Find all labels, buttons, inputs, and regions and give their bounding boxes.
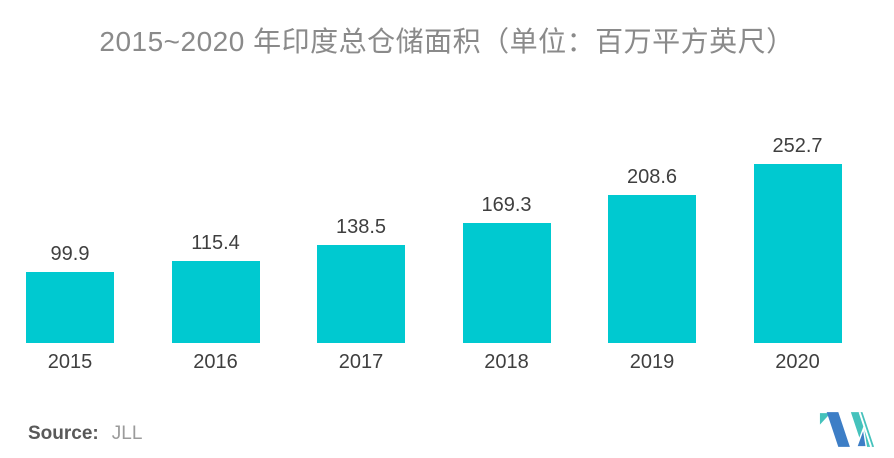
logo-white-slash [858, 411, 873, 448]
logo-teal-wedge [819, 413, 831, 425]
x-axis-label-2015: 2015 [47, 351, 93, 373]
bar-value-label-2016: 115.4 [191, 232, 240, 254]
chart-title: 2015~2020 年印度总仓储面积（单位：百万平方英尺） [99, 26, 795, 57]
bar-value-label-2019: 208.6 [626, 166, 678, 188]
x-axis-label-2016: 2016 [193, 351, 238, 373]
source-line: Source: JLL [28, 423, 142, 445]
bar-2016 [171, 261, 260, 343]
bar-2020 [753, 164, 842, 343]
bar-value-label-2018: 169.3 [481, 194, 532, 216]
bar-value-label-2020: 252.7 [772, 135, 823, 157]
bar-2017 [317, 245, 405, 343]
mordor-intelligence-logo [819, 411, 875, 448]
logo-blue-band [826, 412, 850, 447]
x-axis-label-2019: 2019 [629, 351, 675, 373]
x-axis-label-2017: 2017 [338, 351, 384, 373]
bar-2018 [462, 223, 551, 343]
source-value: JLL [111, 423, 143, 444]
bar-value-label-2017: 138.5 [335, 216, 387, 238]
bar-2019 [608, 195, 696, 343]
bar-2015 [26, 272, 114, 343]
x-axis-label-2018: 2018 [484, 351, 529, 373]
bar-value-label-2015: 99.9 [50, 243, 90, 265]
x-axis-label-2020: 2020 [775, 351, 820, 373]
logo-blue-triangle [855, 425, 868, 448]
source-label: Source: [28, 423, 99, 444]
